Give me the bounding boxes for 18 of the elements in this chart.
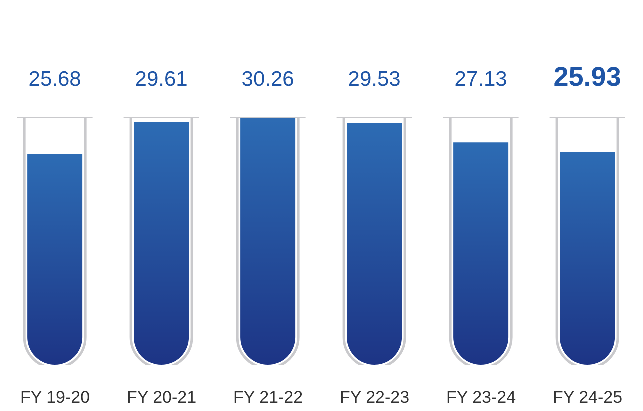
bar [560, 152, 616, 365]
data-label: 27.13 [454, 68, 508, 91]
data-label: 25.68 [28, 68, 82, 91]
data-label: 25.93 [554, 62, 622, 92]
bar [28, 154, 83, 365]
x-tick-label: FY 22-23 [340, 388, 410, 408]
bar [454, 142, 509, 365]
x-tick-label: FY 24-25 [552, 388, 623, 408]
x-tick-label: FY 23-24 [446, 388, 516, 408]
x-tick-label: FY 19-20 [20, 388, 90, 408]
data-label: 29.61 [135, 68, 188, 91]
x-tick-label: FY 20-21 [126, 388, 197, 408]
x-tick-label: FY 21-22 [233, 388, 304, 408]
data-label: 30.26 [242, 68, 294, 91]
bar [240, 117, 296, 365]
data-label: 29.53 [348, 68, 401, 91]
bar [134, 122, 190, 365]
bar [347, 122, 402, 365]
